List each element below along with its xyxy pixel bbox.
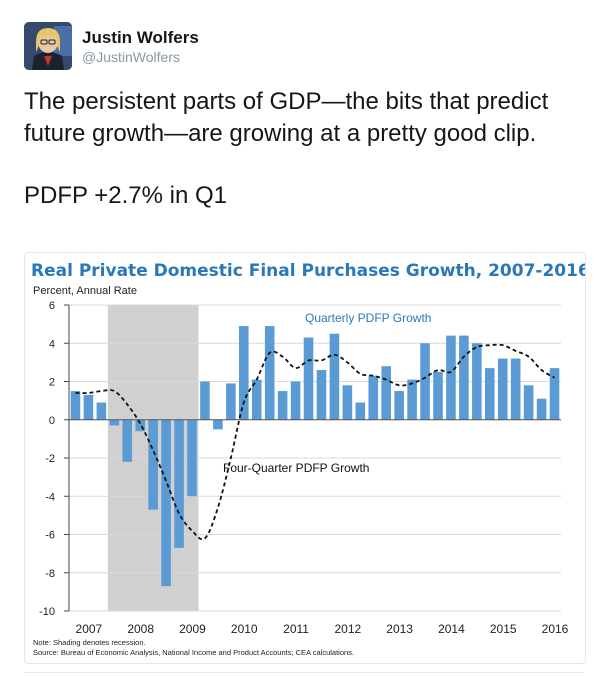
bar: [342, 385, 353, 420]
avatar[interactable]: [24, 22, 72, 70]
chart-svg: Real Private Domestic Final Purchases Gr…: [31, 261, 585, 657]
bar: [497, 358, 508, 420]
x-tick-label: 2009: [179, 622, 206, 636]
bar: [549, 368, 560, 420]
bar: [174, 419, 184, 548]
bar: [213, 419, 223, 430]
bar: [122, 419, 133, 462]
x-tick-label: 2007: [76, 622, 103, 636]
tweet-text-line: The persistent parts of GDP—the bits tha…: [24, 88, 549, 147]
chart-note: Note: Shading denotes recession.: [33, 638, 146, 647]
bar: [187, 419, 197, 497]
annotation-quarterly: Quarterly PDFP Growth: [305, 311, 431, 325]
bar: [484, 368, 495, 420]
bar: [472, 343, 482, 420]
tweet-text-line: PDFP +2.7% in Q1: [24, 182, 227, 209]
bar: [368, 375, 379, 420]
chart-source: Source: Bureau of Economic Analysis, Nat…: [33, 648, 354, 657]
bar: [226, 383, 236, 420]
x-tick-label: 2008: [127, 622, 154, 636]
y-tick-label: 6: [49, 300, 55, 312]
author-name[interactable]: Justin Wolfers: [82, 28, 199, 47]
annotation-four-quarter: Four-Quarter PDFP Growth: [223, 461, 369, 475]
bar: [316, 370, 327, 420]
x-tick-label: 2015: [490, 622, 517, 636]
divider: [24, 672, 584, 673]
bar: [238, 326, 249, 420]
avatar-photo-icon: [24, 22, 72, 70]
bar: [96, 402, 107, 420]
bar: [381, 366, 392, 420]
bar: [523, 385, 534, 420]
bar: [251, 379, 262, 420]
chart-ylabel: Percent, Annual Rate: [33, 285, 137, 297]
bar: [407, 379, 417, 420]
y-tick-label: 4: [49, 338, 55, 350]
bar: [290, 381, 301, 420]
bar: [135, 419, 146, 432]
x-tick-label: 2012: [334, 622, 361, 636]
x-tick-label: 2014: [438, 622, 465, 636]
y-tick-label: -6: [45, 530, 55, 542]
bar: [433, 371, 443, 420]
tweet-author[interactable]: Justin Wolfers @JustinWolfers: [82, 28, 199, 66]
bar: [83, 394, 94, 420]
y-tick-label: -2: [45, 453, 55, 465]
bar: [329, 333, 340, 420]
y-tick-label: -10: [39, 606, 55, 618]
bar: [264, 326, 275, 420]
x-tick-label: 2013: [386, 622, 413, 636]
chart-title: Real Private Domestic Final Purchases Gr…: [31, 261, 585, 281]
bar: [277, 391, 288, 420]
bar: [510, 358, 521, 420]
bar: [109, 419, 120, 426]
bar: [420, 343, 430, 420]
bar: [70, 391, 81, 420]
y-tick-label: -4: [45, 491, 55, 503]
bar: [148, 419, 158, 510]
x-tick-label: 2010: [231, 622, 258, 636]
bar: [446, 335, 456, 420]
bar: [303, 337, 314, 420]
bar: [355, 402, 366, 420]
y-tick-label: 2: [49, 377, 55, 389]
x-tick-label: 2011: [283, 622, 309, 636]
bar: [459, 335, 469, 420]
bar: [394, 391, 404, 420]
x-tick-label: 2016: [542, 622, 569, 636]
bar: [536, 398, 547, 420]
tweet-text: The persistent parts of GDP—the bits tha…: [24, 86, 584, 212]
four-quarter-line: [75, 343, 555, 541]
bar: [161, 419, 171, 587]
y-tick-label: -8: [45, 568, 55, 580]
author-handle[interactable]: @JustinWolfers: [82, 49, 180, 65]
tweet-image-chart[interactable]: Real Private Domestic Final Purchases Gr…: [24, 252, 586, 664]
y-tick-label: 0: [49, 415, 55, 427]
bar: [200, 381, 210, 420]
